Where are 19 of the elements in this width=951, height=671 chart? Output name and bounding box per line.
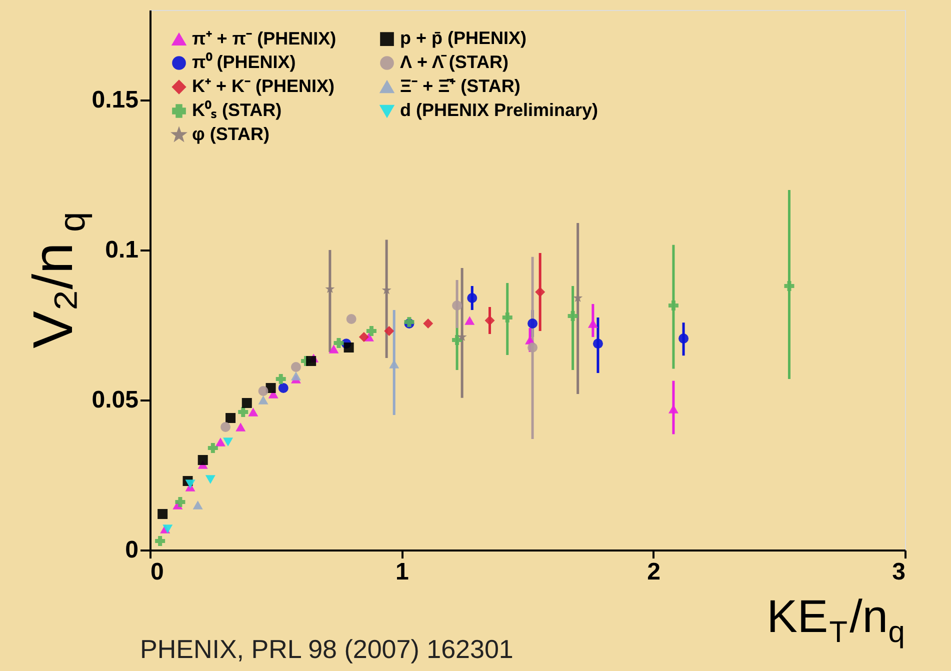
legend-label: K⁺ + K⁻ (PHENIX) [192,76,335,96]
x-tick-label: 1 [395,558,409,586]
y-axis-title: V₂/nq [21,212,92,348]
legend-label: Λ + Λ̄ (STAR) [400,52,509,72]
legend-label: p + p̄ (PHENIX) [400,28,527,48]
legend-label: d (PHENIX Preliminary) [400,100,598,120]
y-tick-label: 0.05 [92,386,138,414]
legend-label: φ (STAR) [192,124,270,144]
legend-label: π⁰ (PHENIX) [192,52,296,72]
text: PHENIX, PRL 98 (2007) 162301 [140,634,514,664]
y-tick-label: 0 [125,536,138,564]
y-tick-label: 0.1 [105,236,138,264]
x-tick-label: 0 [150,558,164,586]
x-tick-label: 3 [892,558,906,586]
legend-label: Ξ⁻ + Ξ̄⁺ (STAR) [400,76,520,96]
legend-label: π⁺ + π⁻ (PHENIX) [192,28,336,48]
x-tick-label: 2 [647,558,661,586]
legend-label: K⁰ₛ (STAR) [192,100,282,120]
y-tick-label: 0.15 [92,86,138,114]
